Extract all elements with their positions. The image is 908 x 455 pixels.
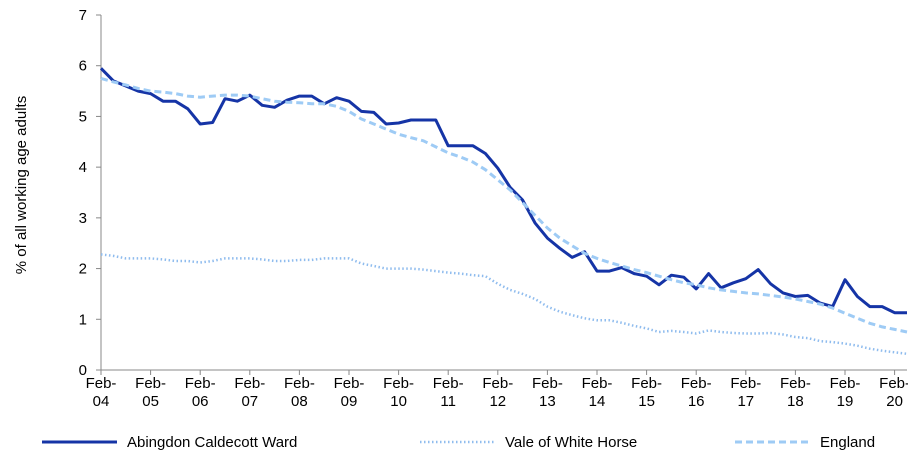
y-tick-label: 1 xyxy=(79,311,87,328)
x-tick-label: Feb-10 xyxy=(383,375,414,410)
legend-label: England xyxy=(820,434,875,451)
series-line xyxy=(100,253,908,356)
y-tick-label: 4 xyxy=(79,159,87,176)
x-tick-label: Feb-05 xyxy=(135,375,166,410)
x-tick-label: Feb-20 xyxy=(879,375,908,410)
x-tick-label: Feb-04 xyxy=(86,375,117,410)
y-tick-label: 5 xyxy=(79,108,87,125)
y-tick-label: 3 xyxy=(79,210,87,227)
x-tick-label: Feb-15 xyxy=(631,375,662,410)
x-tick-label: Feb-16 xyxy=(681,375,712,410)
x-tick-label: Feb-14 xyxy=(582,375,613,410)
x-tick-label: Feb-19 xyxy=(830,375,861,410)
x-tick-label: Feb-08 xyxy=(284,375,315,410)
x-tick-label: Feb-18 xyxy=(780,375,811,410)
x-tick-label: Feb-13 xyxy=(532,375,563,410)
x-tick-label: Feb-12 xyxy=(482,375,513,410)
legend-label: Vale of White Horse xyxy=(505,434,637,451)
series-line xyxy=(99,67,907,315)
y-tick-label: 0 xyxy=(79,362,87,379)
y-tick-label: 2 xyxy=(79,261,87,278)
x-tick-label: Feb-17 xyxy=(730,375,761,410)
x-tick-label: Feb-11 xyxy=(433,375,464,410)
x-tick-label: Feb-09 xyxy=(334,375,365,410)
y-axis-label: % of all working age adults xyxy=(13,96,30,274)
series-line xyxy=(100,76,908,334)
x-tick-label: Feb-06 xyxy=(185,375,216,410)
legend-label: Abingdon Caldecott Ward xyxy=(127,434,297,451)
y-tick-label: 7 xyxy=(79,7,87,24)
x-tick-label: Feb-07 xyxy=(234,375,265,410)
y-tick-label: 6 xyxy=(79,58,87,75)
